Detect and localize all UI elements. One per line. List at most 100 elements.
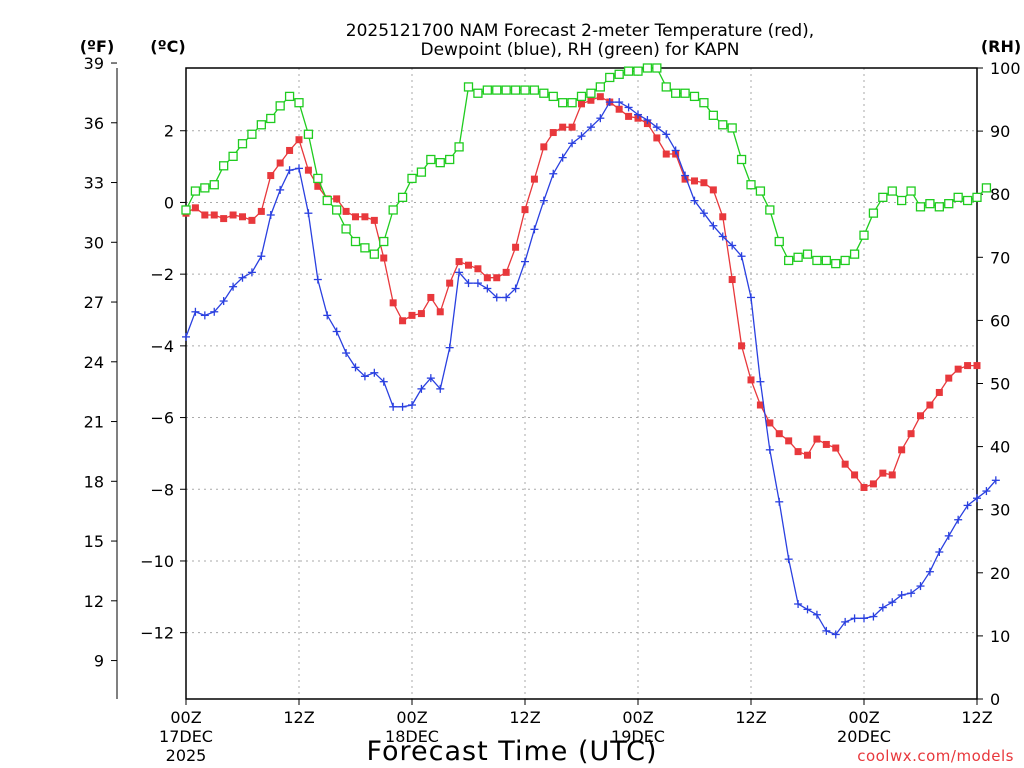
dewpoint-point xyxy=(191,307,200,316)
temperature-point xyxy=(248,216,256,224)
temperature-point xyxy=(304,166,312,174)
dewpoint-point xyxy=(210,307,219,316)
dewpoint-point xyxy=(652,123,661,132)
temperature-point xyxy=(898,446,906,454)
celsius-tick-label: 0 xyxy=(164,193,174,212)
dewpoint-point xyxy=(991,476,1000,485)
rh-point xyxy=(642,63,653,73)
rh-point xyxy=(755,186,766,196)
temperature-point xyxy=(766,419,774,427)
axes: 39363330272421181512920−2−4−6−8−10−12100… xyxy=(84,54,1021,765)
x-tick-label: 12Z xyxy=(961,708,992,727)
temperature-point xyxy=(860,483,868,491)
dewpoint-point xyxy=(417,384,426,393)
temperature-point xyxy=(728,276,736,284)
rh-point xyxy=(416,167,427,177)
rh-point xyxy=(266,113,276,124)
celsius-tick-label: −12 xyxy=(140,624,174,643)
rh-point xyxy=(812,255,822,266)
rh-point xyxy=(369,249,379,259)
series-layer xyxy=(181,63,1000,639)
dewpoint-point xyxy=(313,275,322,284)
temperature-point xyxy=(417,310,425,318)
dewpoint-point xyxy=(907,589,916,598)
temperature-point xyxy=(596,93,604,101)
dewpoint-point xyxy=(878,603,887,612)
plot-frame xyxy=(185,67,978,700)
temperature-point xyxy=(314,182,322,190)
rh-point xyxy=(906,186,916,196)
rh-point xyxy=(680,88,690,98)
rh-point xyxy=(510,85,521,95)
rh-point xyxy=(247,129,257,139)
rh-point xyxy=(962,195,973,206)
dewpoint-point xyxy=(247,268,256,277)
dewpoint-point xyxy=(982,487,991,496)
rh-point xyxy=(181,205,191,215)
dewpoint-point xyxy=(285,166,294,175)
temperature-point xyxy=(785,437,793,445)
temperature-point xyxy=(804,451,811,459)
dewpoint-point xyxy=(586,123,595,132)
rh-point xyxy=(821,255,831,266)
series-temperature xyxy=(182,93,981,491)
rh-point xyxy=(981,183,992,193)
rh-point xyxy=(520,85,530,95)
temperature-point xyxy=(191,204,199,212)
rh-point xyxy=(445,154,455,165)
rh-point xyxy=(294,98,304,108)
rh-point xyxy=(501,85,511,95)
dewpoint-point xyxy=(869,612,878,621)
dewpoint-point xyxy=(360,372,369,381)
rh-point xyxy=(859,230,869,240)
dewpoint-point xyxy=(577,132,586,141)
temperature-point xyxy=(361,213,369,221)
rh-point xyxy=(407,173,417,184)
x-tick-label: 00Z xyxy=(396,708,427,727)
dewpoint-point xyxy=(831,630,840,639)
temperature-point xyxy=(869,480,877,488)
dewpoint-point xyxy=(521,257,529,266)
rh-point xyxy=(831,258,841,269)
dewpoint-point xyxy=(888,598,897,607)
temperature-point xyxy=(220,215,228,223)
rh-point xyxy=(454,142,464,152)
celsius-tick-label: −2 xyxy=(150,265,174,284)
temperature-point xyxy=(822,440,830,448)
rh-point xyxy=(944,199,954,209)
temperature-point xyxy=(738,342,746,350)
dewpoint-point xyxy=(549,169,558,178)
fahrenheit-unit-label: (ºF) xyxy=(80,37,115,56)
rh-tick-label: 10 xyxy=(990,627,1010,646)
dewpoint-point xyxy=(737,252,746,261)
x-date-label: 20DEC xyxy=(837,727,891,746)
rh-point xyxy=(313,173,323,184)
rh-point xyxy=(388,205,398,215)
dewpoint-point xyxy=(370,368,379,377)
temperature-point xyxy=(747,376,755,384)
rh-tick-label: 0 xyxy=(990,690,1000,709)
rh-point xyxy=(303,129,314,139)
temperature-point xyxy=(352,213,359,221)
rh-point xyxy=(332,205,342,215)
rh-point xyxy=(718,120,728,130)
temperature-point xyxy=(964,362,972,370)
temperature-point xyxy=(587,96,595,104)
rh-tick-label: 60 xyxy=(990,311,1010,330)
x-tick-label: 12Z xyxy=(283,708,314,727)
chart-title-line-2: Dewpoint (blue), RH (green) for KAPN xyxy=(420,40,739,60)
rh-point xyxy=(548,91,558,102)
dewpoint-point xyxy=(539,196,548,205)
dewpoint-point xyxy=(624,103,633,112)
rh-point xyxy=(200,183,210,193)
temperature-point xyxy=(446,279,454,287)
dewpoint-point xyxy=(973,494,981,503)
rh-point xyxy=(849,249,860,259)
dewpoint-point xyxy=(445,343,454,352)
temperature-point xyxy=(973,362,981,370)
temperature-point xyxy=(775,430,783,438)
fahrenheit-tick-label: 9 xyxy=(94,652,104,671)
rh-point xyxy=(708,110,718,120)
dewpoint-point xyxy=(897,591,906,600)
